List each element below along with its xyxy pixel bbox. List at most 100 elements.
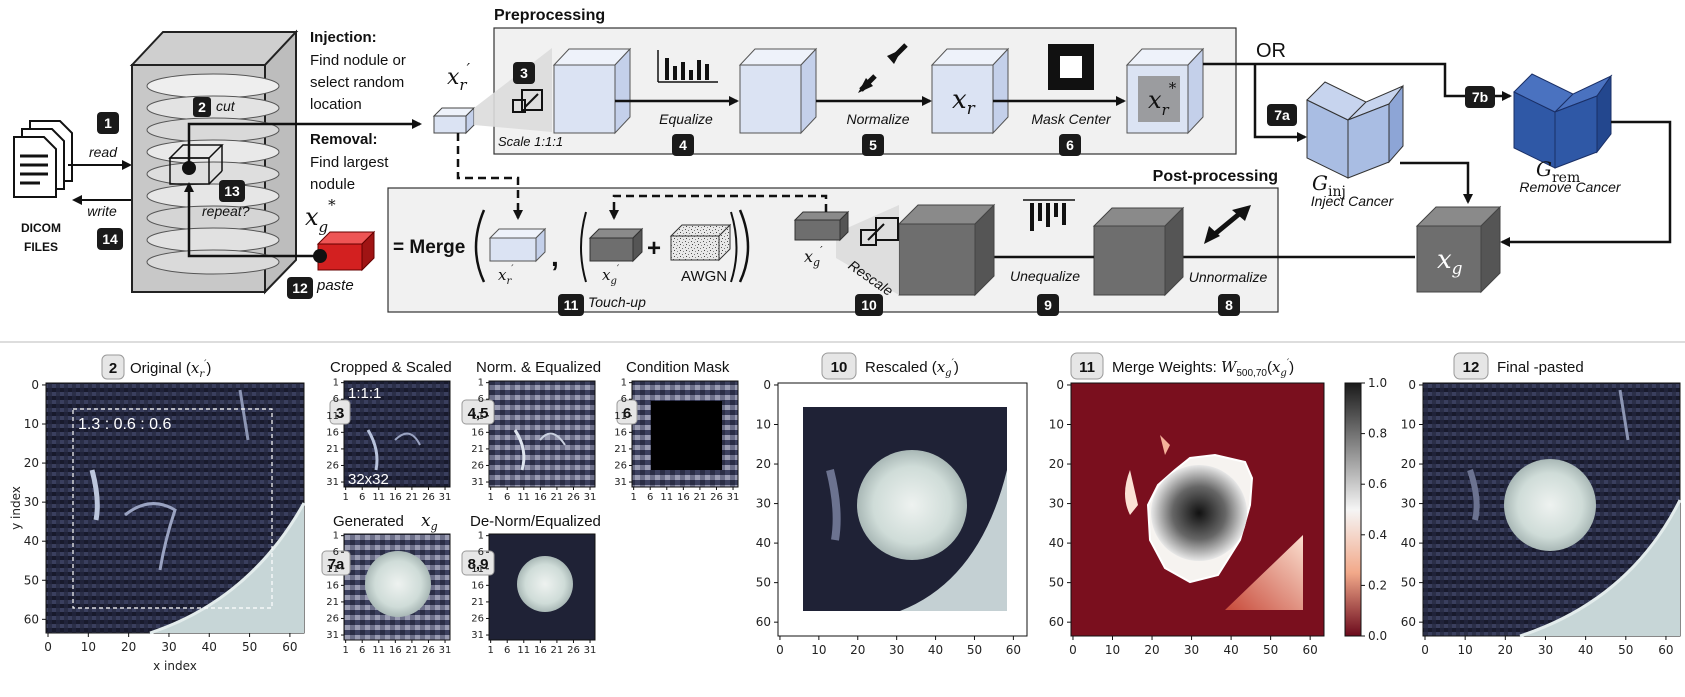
x-tick-label: 16 bbox=[389, 645, 402, 656]
y-tick-label: 21 bbox=[471, 444, 484, 455]
injection-line1: Find nodule or bbox=[310, 52, 406, 69]
merge-weight-wedge bbox=[1225, 535, 1303, 610]
y-tick-label: 31 bbox=[471, 477, 484, 488]
rescaled-ticks: 0 10 20 30 40 50 60 0 10 20 30 40 50 60 bbox=[756, 378, 1021, 657]
normalize-label: Normalize bbox=[846, 111, 909, 127]
cropped-image bbox=[343, 380, 451, 488]
original-ylabel: y index bbox=[9, 486, 23, 530]
y-tick-label: 26 bbox=[471, 460, 484, 471]
gan-inject-icon bbox=[1306, 81, 1404, 179]
x-tick-label: 40 bbox=[202, 640, 217, 654]
ginj-to-xg-arrow bbox=[1400, 161, 1473, 204]
x-tick-label: 11 bbox=[660, 492, 673, 503]
y-tick-label: 21 bbox=[614, 444, 627, 455]
y-tick-label: 40 bbox=[756, 536, 771, 550]
y-tick-label: 6 bbox=[478, 547, 484, 558]
x-tick-label: 11 bbox=[372, 492, 385, 503]
svg-text:6: 6 bbox=[623, 405, 631, 422]
paren-inner-right bbox=[730, 211, 738, 283]
cut-label: cut bbox=[216, 98, 236, 114]
rescaled-title: Rescaled (xg′) bbox=[865, 358, 959, 379]
x-tick-label: 20 bbox=[121, 640, 136, 654]
badge-panel-3: 3 bbox=[329, 399, 351, 425]
y-tick-label: 30 bbox=[756, 497, 771, 511]
paren-inner-left bbox=[580, 211, 587, 283]
xr-prime-label: xr′ bbox=[447, 60, 471, 94]
badge-8: 8 bbox=[1218, 294, 1240, 316]
panel-rescaled: 10 Rescaled (xg′) 0 10 20 30 40 50 60 0 10 20 30 40… bbox=[756, 352, 1028, 657]
denorm-title: De-Norm/Equalized bbox=[470, 513, 601, 530]
panel-denorm: De-Norm/Equalized 8,9 1 6 11 16 21 26 31161116… bbox=[461, 513, 601, 656]
awgn-noise-cube bbox=[669, 223, 732, 262]
badge-14: 14 bbox=[97, 228, 123, 250]
original-yticks: 0 10 20 30 40 50 60 bbox=[24, 378, 46, 626]
badge-3: 3 bbox=[513, 62, 535, 84]
y-tick-label: 60 bbox=[1401, 615, 1416, 629]
svg-text:14: 14 bbox=[102, 231, 118, 247]
mask-center-label: Mask Center bbox=[1031, 111, 1112, 127]
merge-xr-cube bbox=[488, 227, 547, 263]
x-tick-label: 1 bbox=[487, 645, 493, 656]
x-tick-label: 21 bbox=[406, 492, 419, 503]
cube-xg bbox=[1415, 205, 1502, 294]
svg-text:12: 12 bbox=[292, 280, 308, 296]
x-tick-label: 1 bbox=[630, 492, 636, 503]
badge-9: 9 bbox=[1037, 294, 1059, 316]
badge-2: 2 bbox=[193, 97, 211, 117]
equalize-label: Equalize bbox=[659, 111, 713, 127]
y-tick-label: 11 bbox=[326, 564, 339, 575]
badge-7a: 7a bbox=[1267, 104, 1297, 126]
x-tick-label: 50 bbox=[967, 643, 982, 657]
scale-label: Scale 1:1:1 bbox=[498, 134, 563, 149]
svg-text:10: 10 bbox=[861, 297, 877, 313]
svg-text:4: 4 bbox=[679, 137, 687, 153]
x-tick-label: 20 bbox=[850, 643, 865, 657]
svg-text:4,5: 4,5 bbox=[468, 405, 489, 422]
panel-normeq: Norm. & Equalized 4,5 1 6 11 16 21 26 31161116… bbox=[461, 359, 601, 503]
original-xticks: 0 10 20 30 40 50 60 bbox=[44, 633, 298, 654]
x-tick-label: 50 bbox=[242, 640, 257, 654]
x-tick-label: 30 bbox=[161, 640, 176, 654]
badge-10: 10 bbox=[855, 294, 883, 316]
y-tick-label: 21 bbox=[471, 597, 484, 608]
svg-text:10: 10 bbox=[831, 359, 848, 376]
x-tick-label: 16 bbox=[534, 645, 547, 656]
cut-to-xr-arrow bbox=[187, 119, 422, 168]
cube-xr-star bbox=[1125, 47, 1205, 135]
normeq-image bbox=[488, 380, 596, 488]
x-tick-label: 60 bbox=[1006, 643, 1021, 657]
plus-sign: + bbox=[647, 235, 661, 262]
x-tick-label: 26 bbox=[567, 645, 580, 656]
svg-text:11: 11 bbox=[564, 297, 579, 313]
y-tick-label: 40 bbox=[24, 534, 39, 548]
equalize-histogram-icon bbox=[657, 50, 718, 83]
y-tick-label: 21 bbox=[326, 597, 339, 608]
x-tick-label: 31 bbox=[584, 492, 597, 503]
x-tick-label: 40 bbox=[1578, 643, 1593, 657]
x-tick-label: 0 bbox=[776, 643, 784, 657]
y-tick-label: 30 bbox=[1401, 497, 1416, 511]
xr-prime-cube bbox=[432, 106, 476, 135]
y-tick-label: 6 bbox=[333, 547, 339, 558]
y-tick-label: 6 bbox=[333, 394, 339, 405]
y-tick-label: 60 bbox=[24, 612, 39, 626]
dicom-files-icon bbox=[13, 120, 73, 198]
x-tick-label: 11 bbox=[372, 645, 385, 656]
svg-text:3: 3 bbox=[520, 65, 528, 81]
unnormalize-label: Unnormalize bbox=[1189, 269, 1268, 285]
y-tick-label: 11 bbox=[326, 411, 339, 422]
svg-text:12: 12 bbox=[1463, 359, 1480, 376]
final-title: Final -pasted bbox=[1497, 359, 1584, 376]
y-tick-label: 16 bbox=[471, 427, 484, 438]
y-tick-label: 0 bbox=[1056, 378, 1064, 392]
removal-line2: nodule bbox=[310, 176, 355, 193]
unequalize-histogram-icon bbox=[1023, 199, 1075, 231]
badge-panel-2: 2 bbox=[101, 354, 125, 380]
x-tick-label: 1 bbox=[342, 645, 348, 656]
cropped-bottom-label: 32x32 bbox=[348, 471, 389, 488]
badge-12: 12 bbox=[287, 277, 313, 299]
y-tick-label: 16 bbox=[614, 427, 627, 438]
merge-weights-ticks: 0 10 20 30 40 50 60 0 10 20 30 40 50 60 bbox=[1049, 378, 1318, 657]
